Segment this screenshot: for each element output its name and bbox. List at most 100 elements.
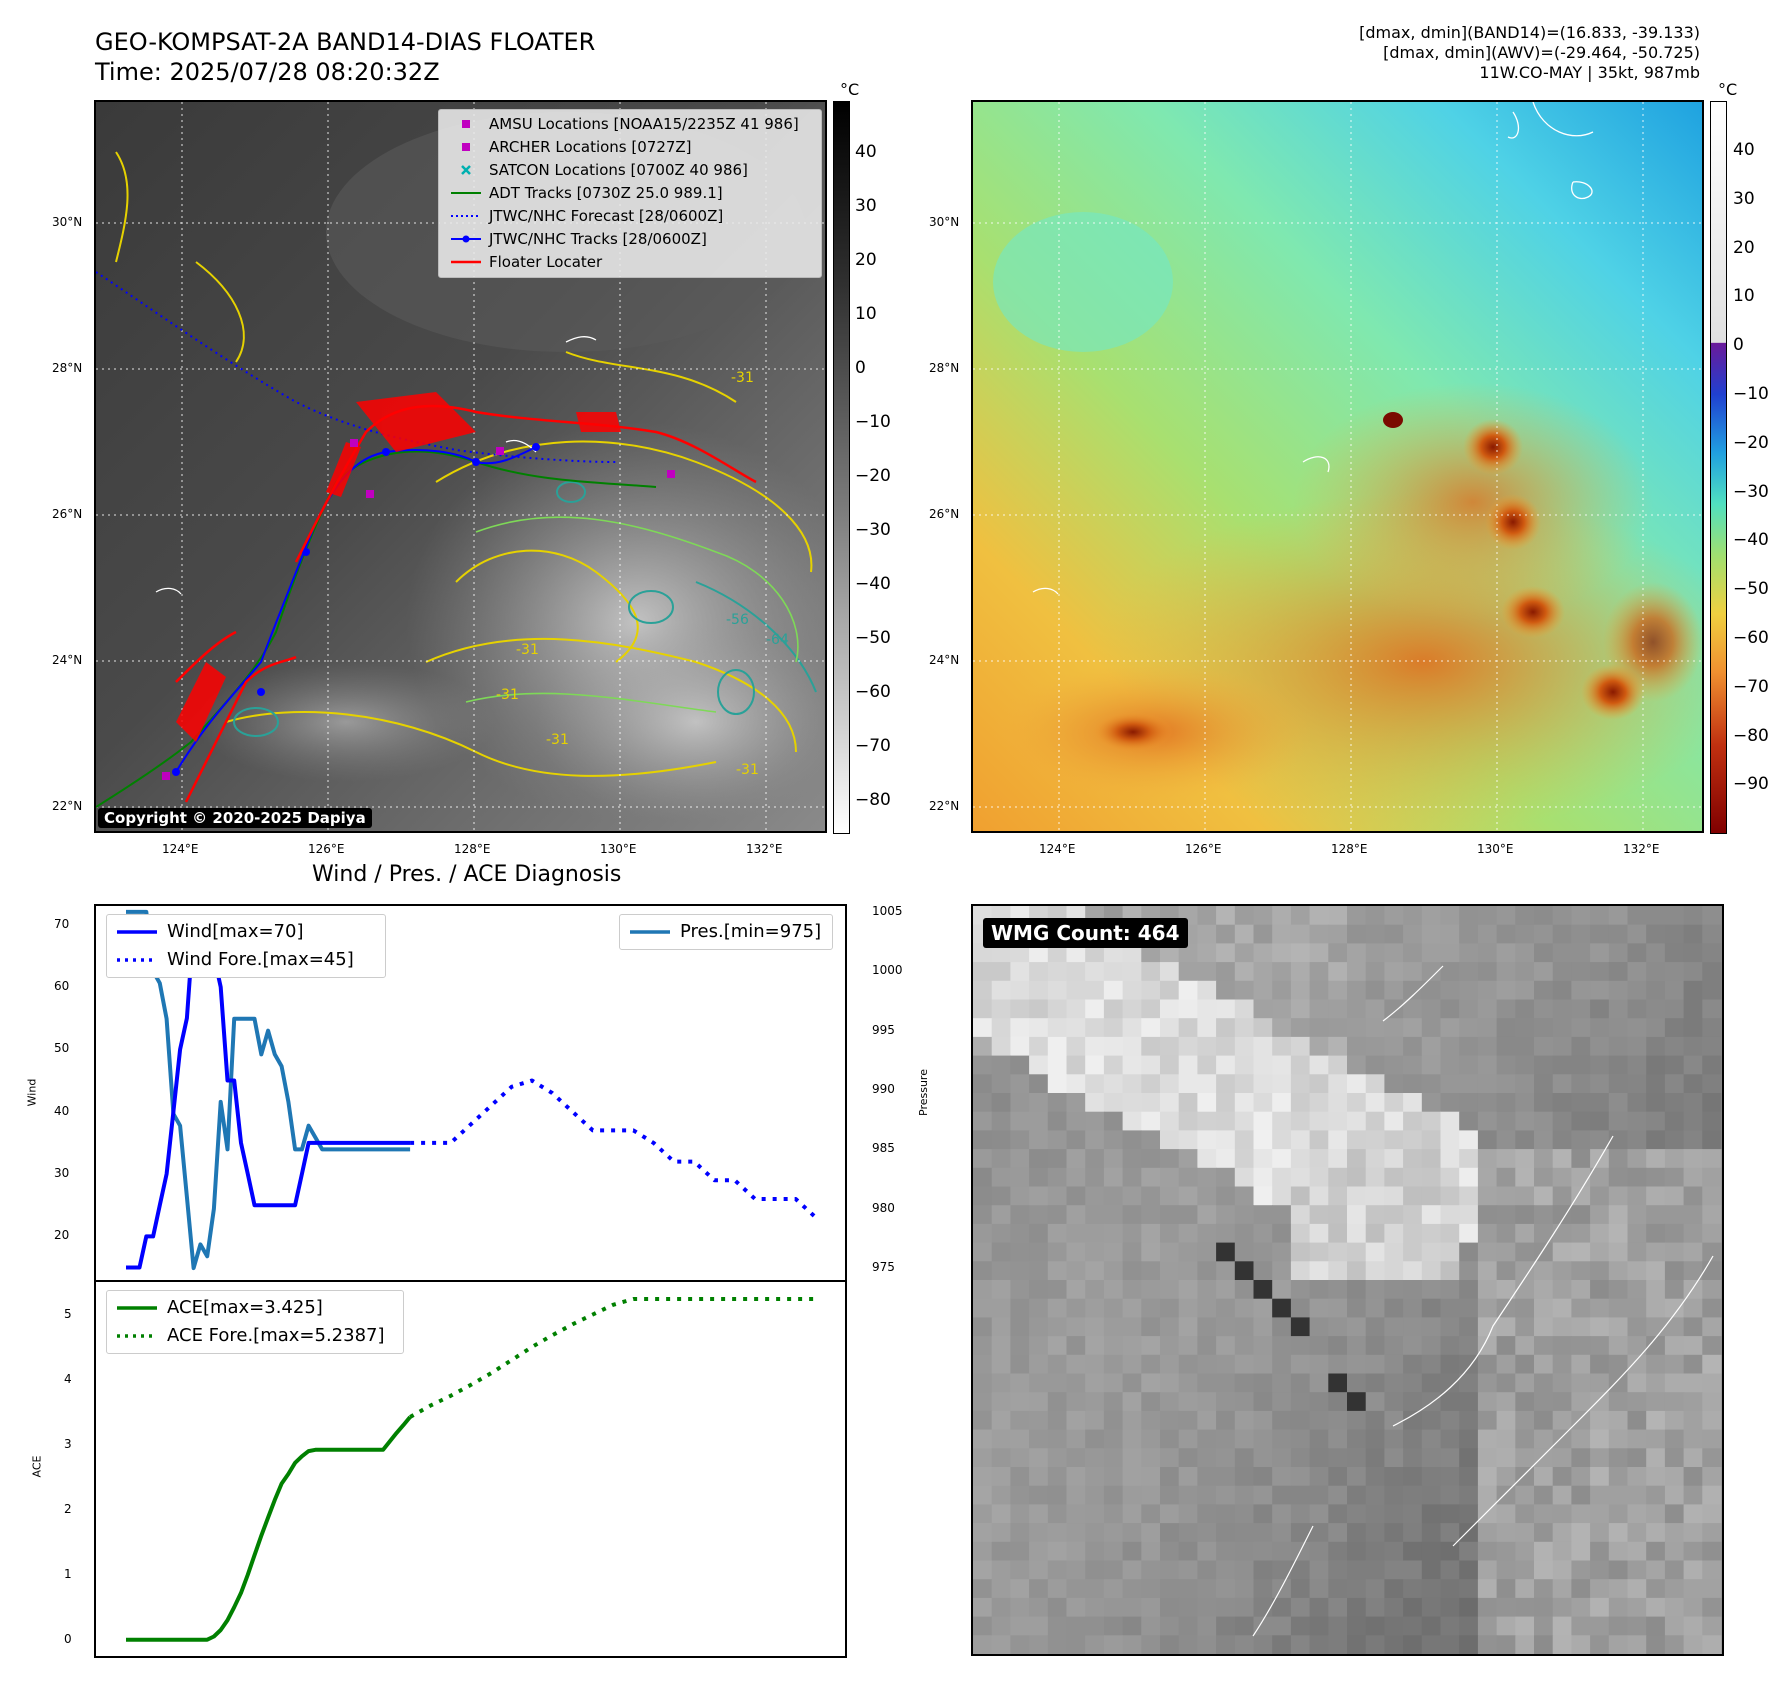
wmg-pixel (1272, 924, 1292, 944)
wmg-pixel (1702, 1336, 1722, 1356)
wmg-pixel (1141, 999, 1161, 1019)
pressure-axis-label: Pressure (916, 1069, 930, 1116)
wmg-pixel (1178, 1429, 1198, 1449)
wmg-pixel (1683, 1448, 1703, 1468)
wmg-pixel (1384, 1504, 1404, 1524)
wmg-dark-pixel (1253, 1280, 1273, 1299)
wmg-pixel (1029, 1242, 1049, 1262)
wmg-pixel (1347, 1336, 1367, 1356)
wmg-pixel (1702, 1055, 1722, 1075)
wmg-pixel (1477, 1579, 1498, 1599)
wmg-pixel (1552, 1317, 1572, 1337)
wmg-pixel (1085, 1317, 1105, 1337)
wmg-pixel (1646, 1018, 1666, 1038)
wmg-pixel (973, 1317, 993, 1337)
wmg-pixel (1272, 1317, 1292, 1337)
wmg-pixel (1234, 1373, 1254, 1393)
wmg-pixel (1197, 1504, 1217, 1524)
wmg-pixel (1290, 1298, 1311, 1318)
wmg-pixel (1440, 1317, 1460, 1337)
wmg-pixel (973, 1373, 993, 1393)
wmg-pixel (1253, 999, 1273, 1019)
wmg-pixel (1328, 1523, 1348, 1543)
wmg-pixel (1272, 1597, 1292, 1618)
wmg-pixel (1702, 1410, 1722, 1431)
wmg-pixel (1664, 1579, 1685, 1599)
wmg-pixel (1103, 1541, 1124, 1561)
wmg-pixel (1515, 1186, 1535, 1206)
wmg-pixel (1646, 962, 1666, 982)
wmg-pixel (1234, 980, 1254, 1000)
wmg-pixel (1440, 1186, 1460, 1206)
wmg-pixel (1496, 1616, 1516, 1636)
wmg-pixel (1365, 1523, 1385, 1543)
wmg-pixel (1384, 1074, 1404, 1094)
lat-tick: 26°N (52, 507, 83, 521)
lat-tick: 30°N (929, 215, 960, 229)
wmg-pixel (1702, 1242, 1722, 1262)
wmg-pixel (1552, 1448, 1572, 1468)
colorbar-tick: −80 (1733, 725, 1769, 746)
wmg-panel: WMG Count: 464 (971, 904, 1724, 1656)
wmg-pixel (1309, 1597, 1329, 1618)
wmg-pixel (1683, 962, 1703, 982)
wmg-pixel (1178, 1317, 1198, 1337)
wmg-pixel (1552, 1261, 1572, 1281)
wmg-pixel (1515, 1018, 1535, 1038)
wmg-pixel (1178, 1410, 1198, 1431)
wmg-pixel (1608, 1392, 1628, 1412)
wmg-pixel (1459, 1541, 1479, 1561)
wmg-pixel (1010, 1167, 1030, 1187)
wmg-pixel (1047, 1410, 1067, 1431)
wmg-pixel (1122, 1093, 1142, 1113)
wmg-pixel (1066, 1467, 1086, 1487)
wmg-pixel (1290, 1504, 1311, 1524)
lon-tick: 124°E (1039, 842, 1076, 856)
wmg-pixel (1141, 943, 1161, 963)
wmg-pixel (1683, 1074, 1703, 1094)
wmg-pixel (1103, 1280, 1124, 1300)
wmg-pixel (1590, 1055, 1610, 1075)
wmg-pixel (1122, 1485, 1142, 1505)
wmg-pixel (1347, 1448, 1367, 1468)
wmg-pixel (1421, 1597, 1441, 1618)
wmg-pixel (1347, 1523, 1367, 1543)
wmg-pixel (1590, 1186, 1610, 1206)
wmg-pixel (1347, 1504, 1367, 1524)
wmg-pixel (1440, 1523, 1460, 1543)
wmg-pixel (1440, 943, 1460, 963)
wmg-pixel (1515, 1448, 1535, 1468)
wmg-pixel (1347, 1111, 1367, 1131)
wmg-pixel (1477, 1018, 1498, 1038)
wmg-pixel (1702, 1485, 1722, 1505)
legend-item-ace-fore: ACE Fore.[max=5.2387] (107, 1323, 403, 1349)
wmg-pixel (1066, 1205, 1086, 1225)
wmg-pixel (1702, 962, 1722, 982)
colorbar-tick: 40 (1733, 140, 1755, 160)
wmg-pixel (1571, 906, 1591, 926)
wmg-pixel (1234, 1205, 1254, 1225)
wmg-dark-pixel (1234, 1261, 1254, 1280)
wmg-pixel (1683, 1373, 1703, 1393)
wmg-pixel (1122, 1317, 1142, 1337)
wmg-pixel (1440, 1242, 1460, 1262)
wmg-pixel (1216, 1354, 1236, 1374)
wind-pressure-panel: Wind[max=70] Wind Fore.[max=45] Pres.[mi… (94, 904, 847, 1282)
wmg-pixel (1234, 943, 1254, 963)
wmg-pixel (1365, 1392, 1385, 1412)
wmg-pixel (1047, 1485, 1067, 1505)
colorbar-tick: −70 (1733, 676, 1769, 697)
wmg-pixel (1085, 1336, 1105, 1356)
wmg-pixel (1347, 1597, 1367, 1618)
wmg-pixel (1216, 1504, 1236, 1524)
wmg-pixel (1646, 1055, 1666, 1075)
lon-tick: 128°E (1331, 842, 1368, 856)
wmg-pixel (1365, 1410, 1385, 1431)
copyright-badge: Copyright © 2020-2025 Dapiya (98, 808, 372, 828)
ace-tick: 2 (64, 1501, 72, 1516)
wmg-pixel (1160, 1111, 1180, 1131)
wmg-pixel (1646, 1111, 1666, 1131)
wmg-pixel (1253, 1523, 1273, 1543)
wmg-pixel (1047, 1130, 1067, 1150)
wind-tick: 40 (54, 1103, 70, 1118)
